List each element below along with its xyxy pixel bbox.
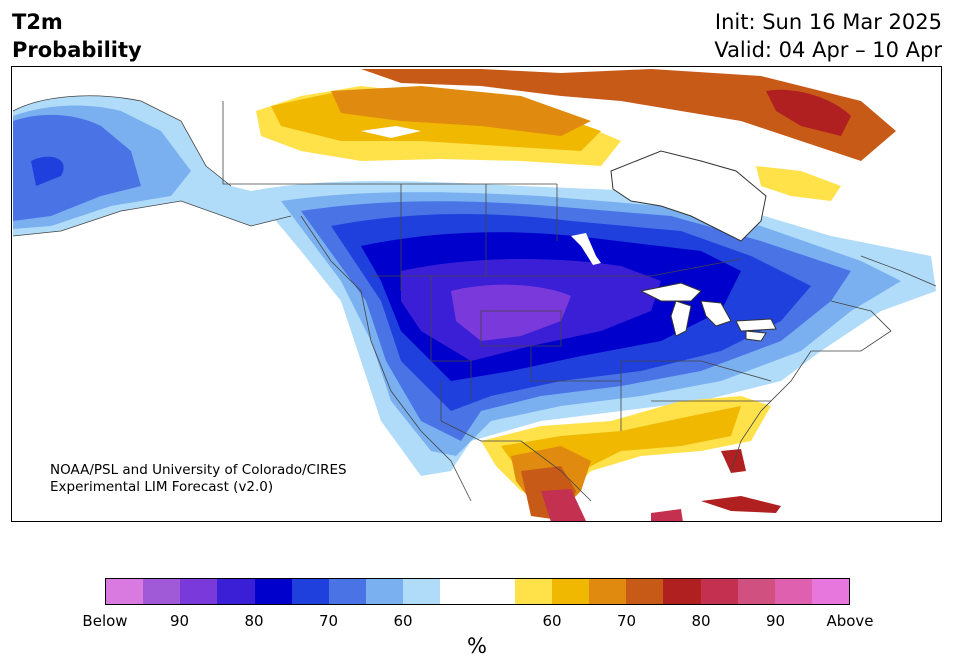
colorbar-segment	[774, 579, 812, 604]
colorbar-tick-label: 70	[616, 612, 637, 630]
great-slave-lake	[361, 126, 421, 138]
colorbar-segment	[217, 579, 255, 604]
colorbar-tick-label: 70	[318, 612, 339, 630]
mexico-above-core	[541, 489, 586, 521]
colorbar-tick-label: Below	[82, 612, 128, 630]
valid-range: Valid: 04 Apr – 10 Apr	[714, 38, 942, 62]
labrador-above	[756, 166, 841, 201]
colorbar-segment	[700, 579, 738, 604]
great-lakes	[639, 282, 777, 342]
credit-note: NOAA/PSL and University of Colorado/CIRE…	[50, 462, 347, 496]
colorbar-tick-label: 80	[244, 612, 264, 630]
alaska-below-dark	[13, 114, 141, 221]
cuba-above	[701, 496, 781, 513]
probability-map	[12, 67, 941, 521]
colorbar-segment	[254, 579, 292, 604]
title-line-type: Probability	[12, 38, 142, 62]
colorbar-tick-label: 60	[393, 612, 413, 630]
hudson-bay	[610, 150, 767, 242]
colorbar-segment	[180, 579, 218, 604]
colorbar-tick-label: 80	[691, 612, 711, 630]
arctic-islands-above	[361, 69, 896, 161]
boundary-lines	[12, 95, 937, 502]
colorbar-tick-label: 90	[765, 612, 786, 630]
title-line-variable: T2m	[12, 10, 63, 34]
arctic-above-3	[331, 86, 591, 136]
credit-line-forecast: Experimental LIM Forecast (v2.0)	[50, 479, 274, 495]
colorbar-segment	[143, 579, 181, 604]
colorbar-segment	[403, 579, 441, 604]
alaska-below-core	[31, 156, 64, 186]
colorbar-segment	[106, 579, 144, 604]
colorbar-tick-label: Above	[826, 612, 874, 630]
colorbar-segment	[663, 579, 701, 604]
colorbar-segment	[291, 579, 329, 604]
credit-line-institution: NOAA/PSL and University of Colorado/CIRE…	[50, 462, 347, 478]
chart-title: T2m Probability	[12, 8, 142, 64]
colorbar-tick-label: 90	[169, 612, 190, 630]
colorbar-segment	[626, 579, 664, 604]
colorbar-unit-label: %	[467, 634, 487, 658]
florida-above	[721, 449, 746, 473]
colorbar-segment	[737, 579, 775, 604]
colorbar-segment	[811, 579, 850, 604]
colorbar-segment	[551, 579, 590, 604]
greenland-core	[766, 89, 851, 136]
forecast-dates: Init: Sun 16 Mar 2025 Valid: 04 Apr – 10…	[714, 8, 942, 64]
lake-winnipeg	[571, 233, 601, 265]
init-date: Init: Sun 16 Mar 2025	[714, 10, 942, 34]
colorbar-segment	[514, 579, 552, 604]
colorbar-segment	[589, 579, 627, 604]
colorbar-tick-label: 60	[542, 612, 562, 630]
hispaniola-above	[651, 509, 683, 521]
colorbar-segment	[328, 579, 367, 604]
colorbar-segment	[440, 579, 478, 604]
map-panel: NOAA/PSL and University of Colorado/CIRE…	[11, 66, 942, 522]
colorbar	[105, 578, 850, 605]
colorbar-segment	[477, 579, 515, 604]
colorbar-segment	[366, 579, 404, 604]
